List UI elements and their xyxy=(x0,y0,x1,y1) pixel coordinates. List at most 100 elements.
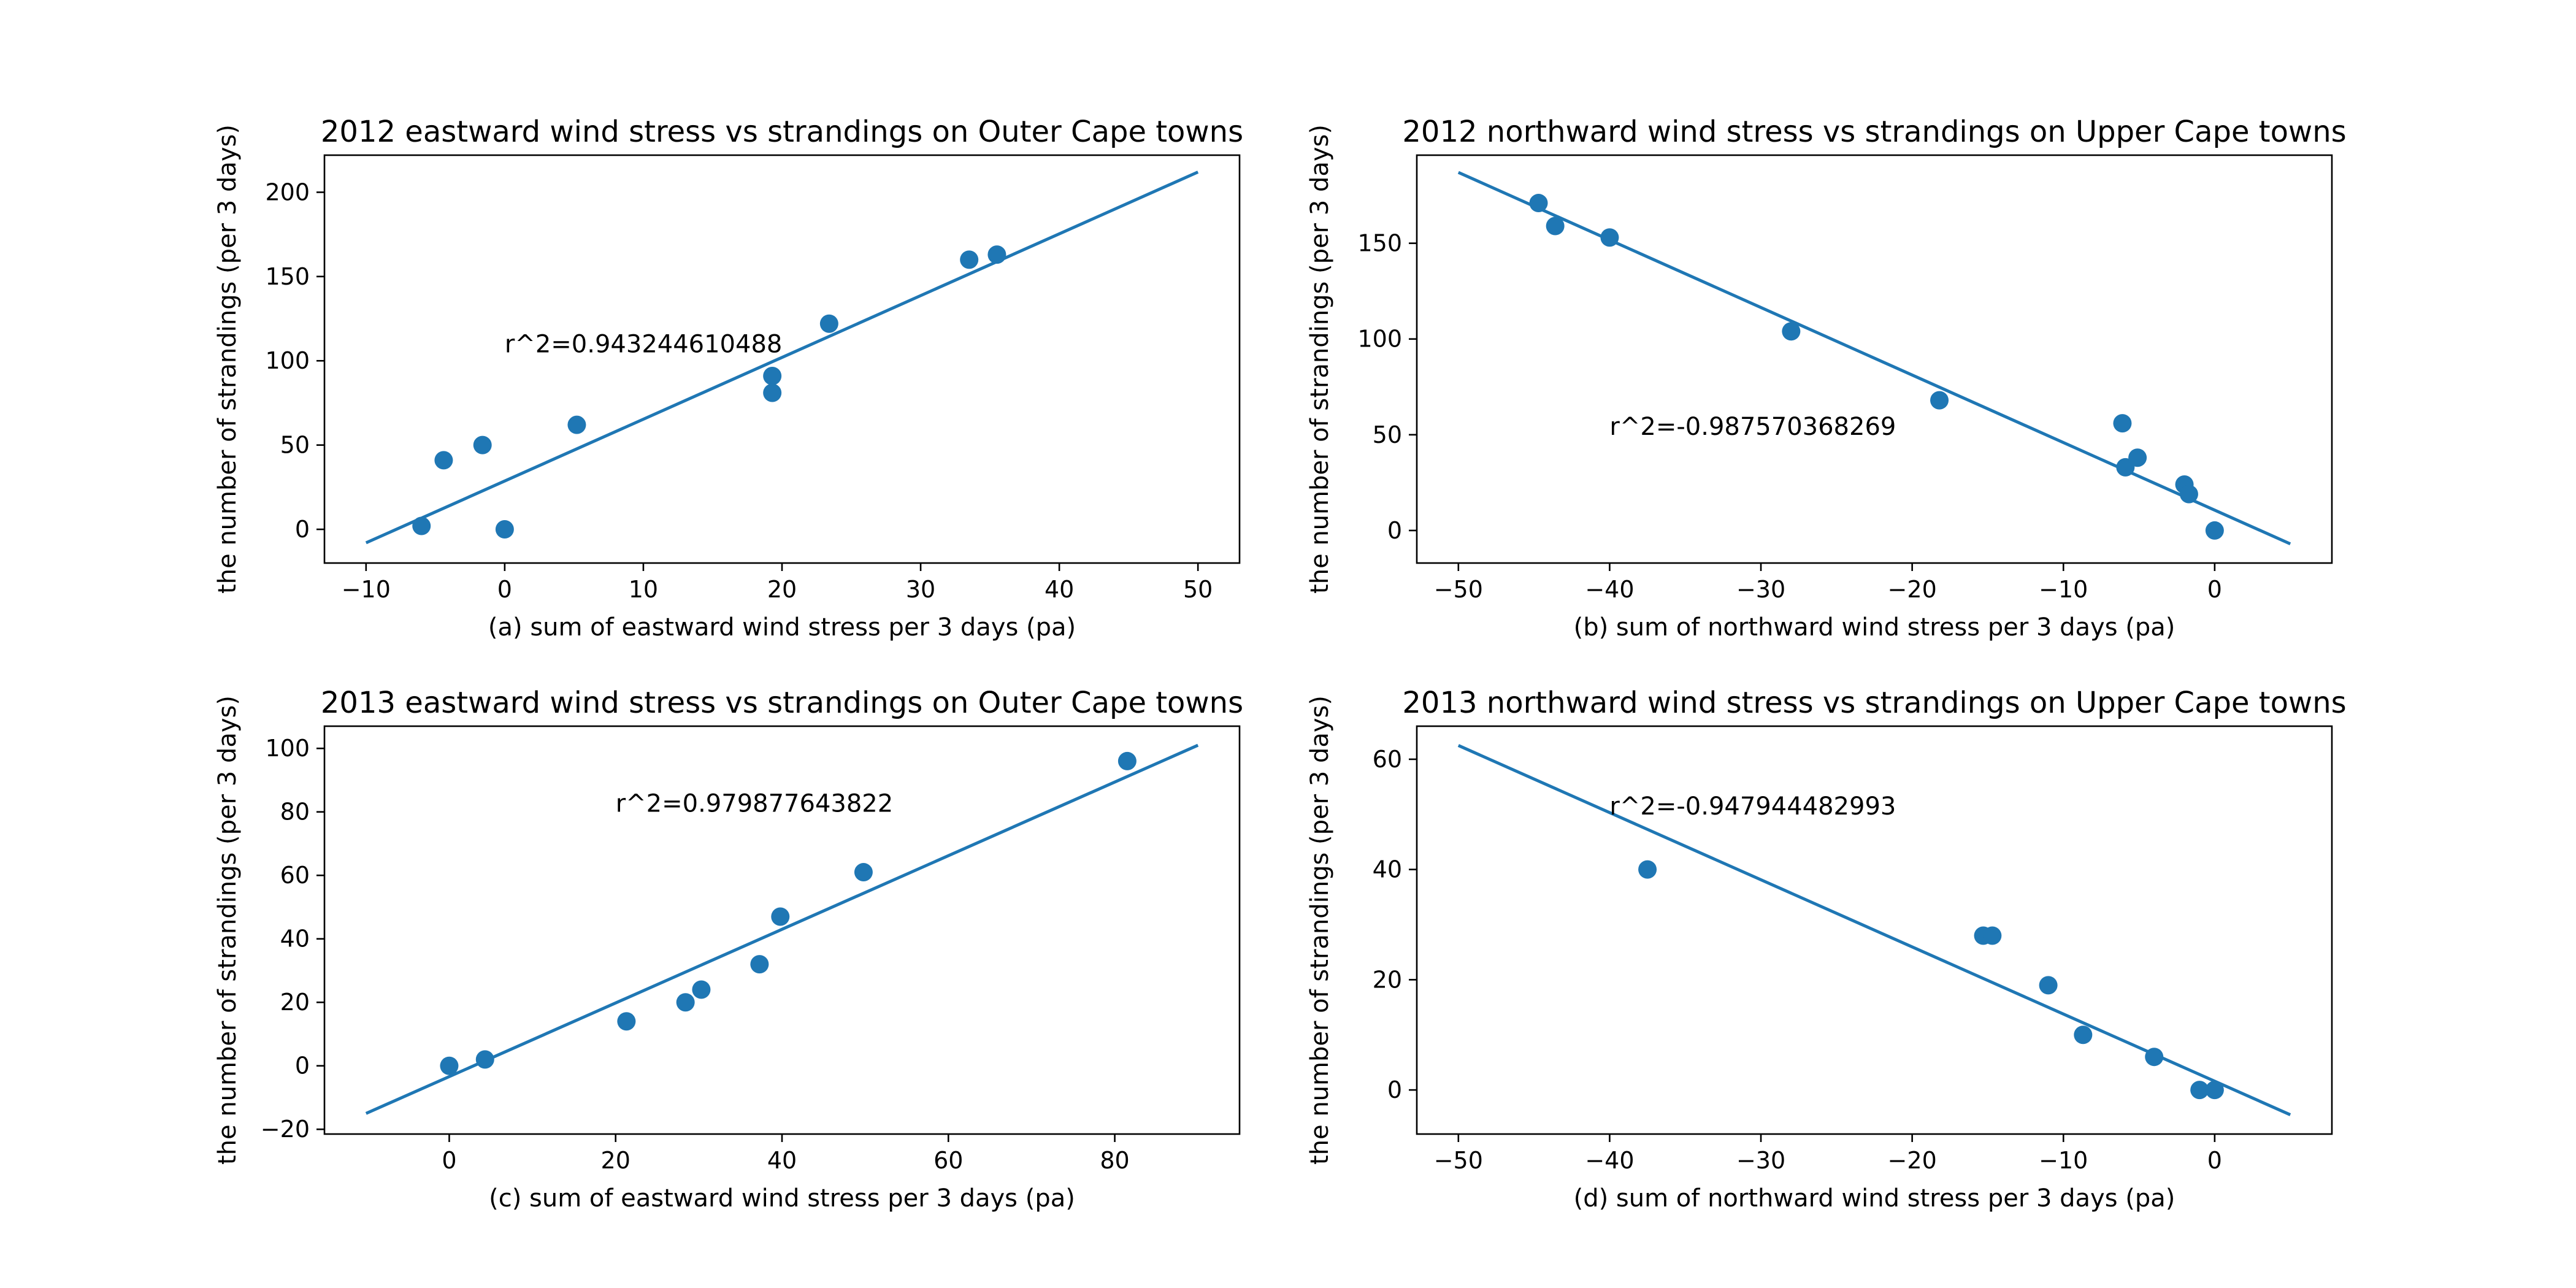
x-tick-label: −20 xyxy=(1888,1147,1937,1174)
data-point xyxy=(676,993,695,1012)
y-tick-label: 0 xyxy=(1387,517,1402,544)
data-point xyxy=(2205,1081,2224,1100)
x-tick-label: 40 xyxy=(1045,576,1074,603)
data-point xyxy=(1529,194,1548,213)
data-point xyxy=(440,1056,459,1075)
y-tick-label: 100 xyxy=(265,735,310,762)
fit-line xyxy=(365,171,1199,545)
x-tick-label: −40 xyxy=(1585,576,1634,603)
y-tick-label: 20 xyxy=(280,989,310,1016)
x-tick-label: −10 xyxy=(342,576,391,603)
x-tick-label: −10 xyxy=(2039,576,2088,603)
data-point xyxy=(763,383,782,402)
data-point xyxy=(1983,926,2002,945)
y-tick-label: 100 xyxy=(265,347,310,374)
data-point xyxy=(1930,391,1949,410)
data-point xyxy=(750,955,769,974)
data-point xyxy=(692,980,711,999)
x-tick-label: 10 xyxy=(629,576,658,603)
y-tick-label: −20 xyxy=(261,1116,310,1143)
x-tick-label: −50 xyxy=(1434,576,1483,603)
x-tick-label: 0 xyxy=(442,1147,456,1174)
y-axis-label: the number of strandings (per 3 days) xyxy=(1306,696,1334,1165)
data-point xyxy=(617,1012,636,1031)
y-axis-label: the number of strandings (per 3 days) xyxy=(1306,125,1334,594)
x-tick-label: −40 xyxy=(1585,1147,1634,1174)
y-tick-label: 60 xyxy=(280,862,310,889)
x-tick-label: −30 xyxy=(1736,1147,1785,1174)
x-tick-label: 0 xyxy=(2207,1147,2222,1174)
data-point xyxy=(2190,1081,2209,1100)
y-tick-label: 40 xyxy=(1373,856,1402,883)
panel-b: −50 −40 −30 −20 −10 0 0 50 100 150 2012 northward … xyxy=(1306,115,2347,642)
y-tick-label: 0 xyxy=(1387,1076,1402,1103)
data-point xyxy=(854,863,873,882)
data-point xyxy=(434,451,453,470)
data-point xyxy=(412,516,431,535)
r-squared-annotation: r^2=-0.947944482993 xyxy=(1609,792,1896,821)
fit-line xyxy=(365,743,1199,1115)
x-axis-label: (c) sum of eastward wind stress per 3 da… xyxy=(489,1184,1075,1213)
x-tick-label: 0 xyxy=(497,576,512,603)
data-point xyxy=(475,1050,494,1069)
x-tick-label: 40 xyxy=(767,1147,797,1174)
data-point xyxy=(567,415,586,434)
fit-line xyxy=(1457,171,2291,546)
x-tick-label: 50 xyxy=(1183,576,1213,603)
x-tick-label: −10 xyxy=(2039,1147,2088,1174)
data-point xyxy=(2039,976,2058,995)
x-tick-label: −20 xyxy=(1888,576,1937,603)
x-tick-label: 80 xyxy=(1100,1147,1129,1174)
x-tick-label: 60 xyxy=(933,1147,963,1174)
x-tick-label: 20 xyxy=(767,576,797,603)
x-tick-label: 0 xyxy=(2207,576,2222,603)
y-tick-label: 50 xyxy=(280,432,310,459)
data-point xyxy=(1600,228,1619,247)
data-point xyxy=(2145,1048,2164,1067)
plot-frame xyxy=(323,154,1241,564)
plot-frame xyxy=(1416,154,2333,564)
y-tick-label: 0 xyxy=(295,1052,310,1079)
data-point xyxy=(1546,217,1565,236)
x-axis-label: (a) sum of eastward wind stress per 3 da… xyxy=(488,613,1076,642)
r-squared-annotation: r^2=0.943244610488 xyxy=(505,331,782,359)
y-tick-label: 50 xyxy=(1373,421,1402,448)
y-tick-label: 0 xyxy=(295,516,310,543)
data-point xyxy=(987,245,1006,264)
chart-title: 2012 eastward wind stress vs strandings … xyxy=(321,115,1243,149)
data-point xyxy=(2179,485,2198,504)
y-tick-label: 150 xyxy=(1357,230,1402,257)
x-axis-label: (d) sum of northward wind stress per 3 d… xyxy=(1574,1184,2175,1213)
data-point xyxy=(2205,521,2224,540)
x-tick-label: −50 xyxy=(1434,1147,1483,1174)
data-point xyxy=(771,907,790,926)
data-point xyxy=(2113,414,2132,433)
r-squared-annotation: r^2=0.979877643822 xyxy=(616,790,893,818)
y-tick-label: 40 xyxy=(280,926,310,953)
data-point xyxy=(1117,751,1137,770)
x-tick-label: 20 xyxy=(601,1147,631,1174)
y-axis-label: the number of strandings (per 3 days) xyxy=(213,125,242,594)
r-squared-annotation: r^2=-0.987570368269 xyxy=(1609,413,1896,441)
data-point xyxy=(1638,860,1657,879)
chart-title: 2013 northward wind stress vs strandings… xyxy=(1402,686,2346,720)
y-tick-label: 20 xyxy=(1373,966,1402,993)
data-point xyxy=(960,250,979,269)
y-tick-label: 80 xyxy=(280,799,310,826)
data-point xyxy=(763,366,782,385)
y-tick-label: 60 xyxy=(1373,746,1402,773)
y-tick-label: 100 xyxy=(1357,326,1402,353)
data-point xyxy=(2074,1025,2093,1045)
data-point xyxy=(473,435,492,454)
data-point xyxy=(495,520,514,539)
panel-a: −10 0 10 20 30 40 50 0 50 100 150 200 2012 eastward … xyxy=(213,115,1243,642)
panel-c: 0 20 40 60 80 −20 0 20 40 60 80 100 2013 eastward wi… xyxy=(213,686,1243,1213)
data-point xyxy=(819,314,838,333)
chart-title: 2012 northward wind stress vs strandings… xyxy=(1402,115,2346,149)
y-tick-label: 150 xyxy=(265,263,310,290)
x-axis-label: (b) sum of northward wind stress per 3 d… xyxy=(1574,613,2175,642)
chart-title: 2013 eastward wind stress vs strandings … xyxy=(321,686,1243,720)
y-axis-label: the number of strandings (per 3 days) xyxy=(213,696,242,1165)
